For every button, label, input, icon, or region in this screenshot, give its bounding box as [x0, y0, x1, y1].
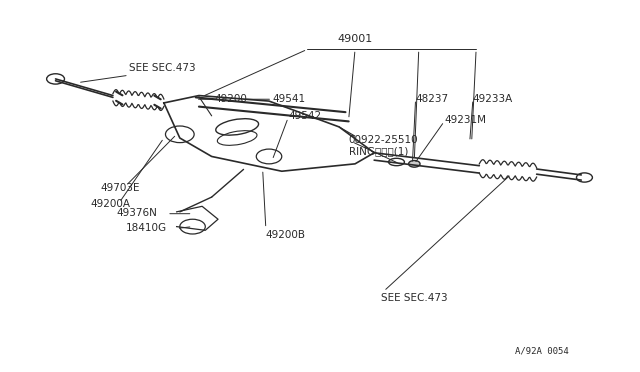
Text: 49200B: 49200B — [266, 230, 306, 240]
Text: 49542: 49542 — [288, 111, 321, 121]
Text: 49001: 49001 — [337, 34, 372, 44]
Text: SEE SEC.473: SEE SEC.473 — [381, 293, 447, 303]
Text: 48237: 48237 — [415, 94, 449, 104]
Text: 49376N: 49376N — [116, 208, 157, 218]
Text: 00922-25510: 00922-25510 — [349, 135, 419, 145]
Text: 49231M: 49231M — [444, 115, 486, 125]
Text: A/92A 0054: A/92A 0054 — [515, 347, 568, 356]
Text: 18410G: 18410G — [126, 224, 167, 234]
Text: 49200A: 49200A — [91, 199, 131, 209]
Ellipse shape — [408, 161, 420, 167]
Text: 49200: 49200 — [215, 94, 248, 104]
Text: SEE SEC.473: SEE SEC.473 — [129, 63, 195, 73]
Text: 49541: 49541 — [272, 94, 305, 104]
Text: 49703E: 49703E — [100, 183, 140, 193]
Text: 49233A: 49233A — [473, 94, 513, 104]
Text: RINGリング(1): RINGリング(1) — [349, 146, 408, 156]
